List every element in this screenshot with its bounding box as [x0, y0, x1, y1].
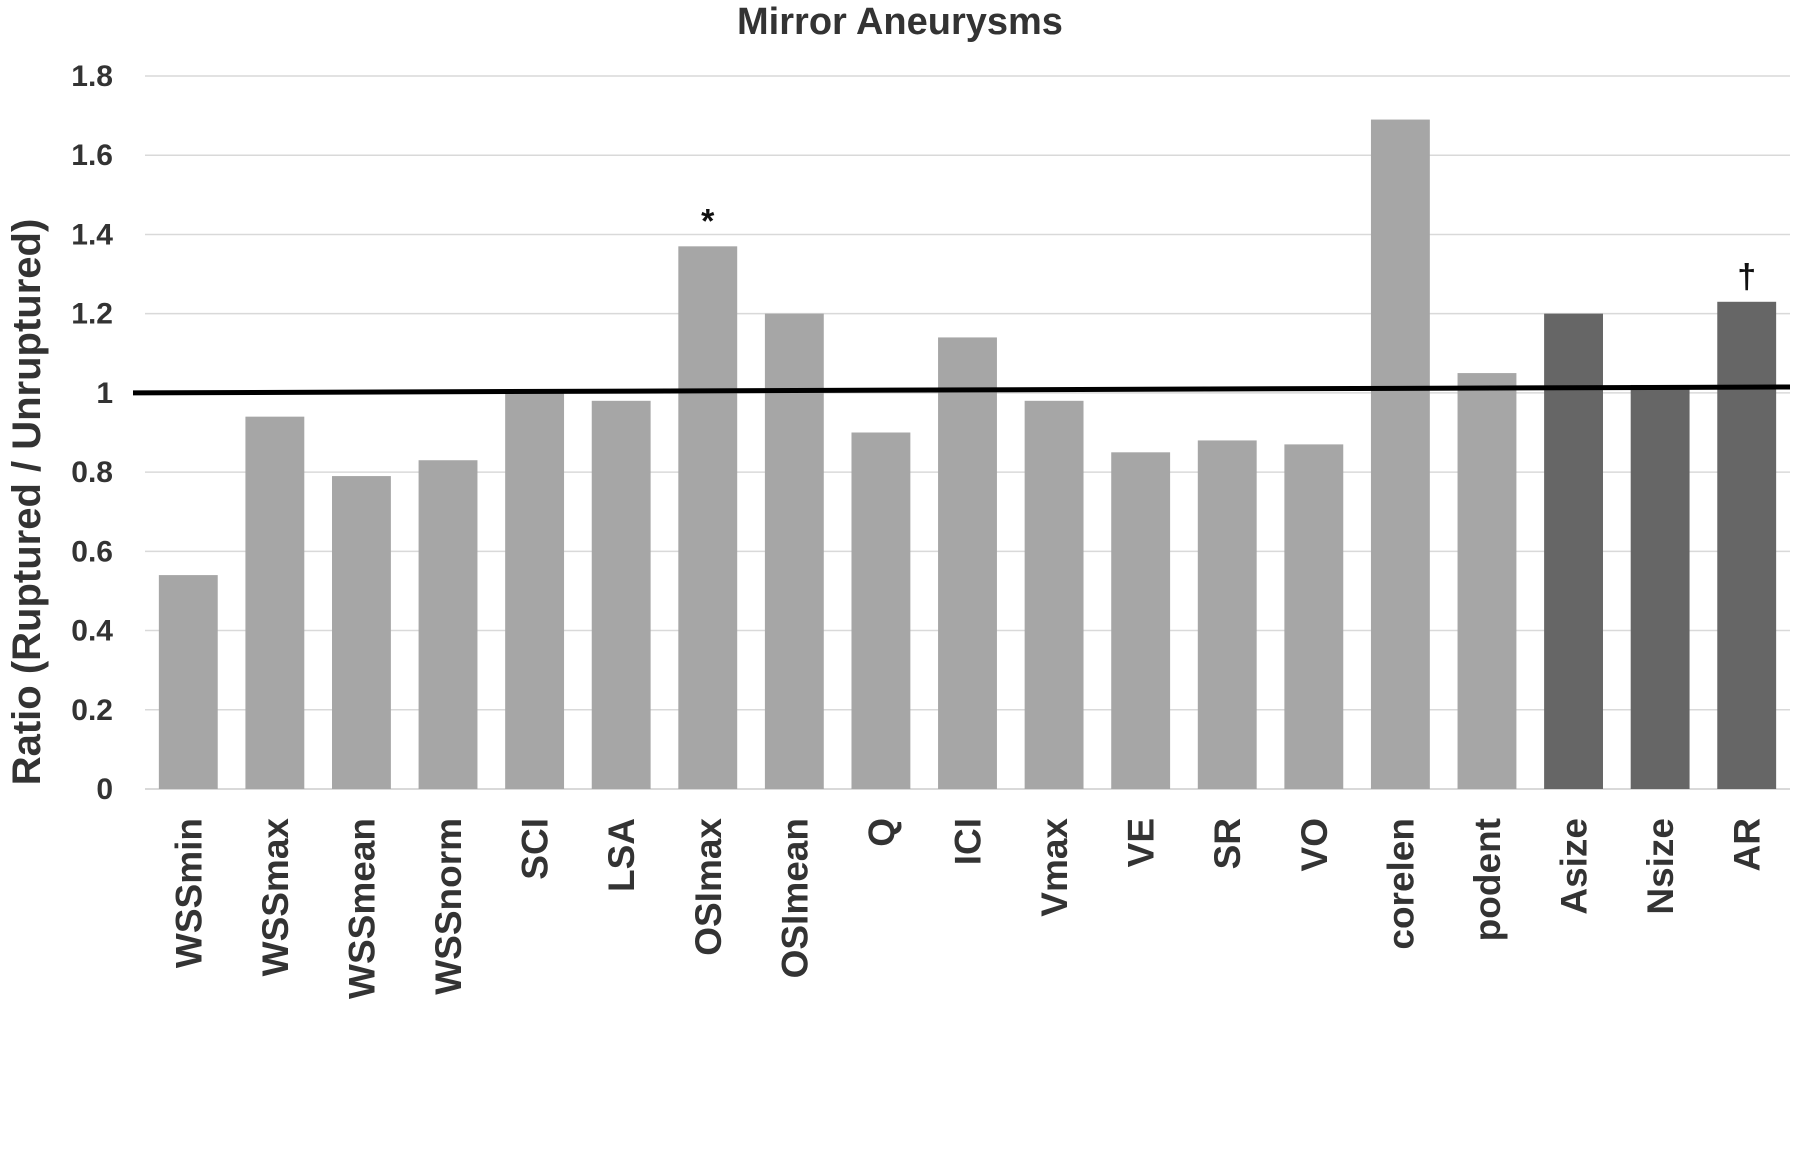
- x-category-label: WSSmax: [255, 818, 296, 977]
- annotation-ar: †: [1737, 258, 1756, 296]
- chart-title: Mirror Aneurysms: [737, 1, 1063, 43]
- y-axis-ticks: 0 0.2 0.4 0.6 0.8 1 1.2 1.4 1.6 1.8: [71, 60, 113, 806]
- bars: [158, 119, 1777, 790]
- x-category-label: WSSmean: [341, 818, 382, 999]
- y-tick-label: 0.6: [71, 535, 113, 568]
- x-category-label: WSSmin: [168, 818, 209, 968]
- y-tick-label: 0.2: [71, 694, 113, 727]
- y-tick-label: 0.8: [71, 456, 113, 489]
- x-category-label: Asize: [1554, 818, 1595, 915]
- bar-corelen: [1370, 119, 1430, 790]
- bar-ve: [1111, 452, 1171, 789]
- x-category-label: VE: [1121, 818, 1162, 867]
- y-tick-label: 1.8: [71, 60, 113, 93]
- bar-wssmean: [332, 476, 391, 789]
- x-category-label: Vmax: [1034, 818, 1075, 917]
- bar-wssnorm: [418, 460, 478, 789]
- bar-osimean: [764, 313, 824, 789]
- bar-sci: [505, 392, 565, 789]
- y-tick-label: 1: [96, 377, 113, 410]
- bar-vo: [1284, 444, 1344, 789]
- x-category-label: WSSnorm: [428, 818, 469, 995]
- y-tick-label: 1.6: [71, 139, 113, 172]
- annotation-osimax: *: [701, 202, 715, 240]
- bar-osimax: [678, 246, 738, 790]
- y-tick-label: 0.4: [71, 615, 113, 648]
- bar-wssmin: [158, 575, 218, 789]
- x-category-label: SCI: [515, 818, 556, 880]
- bar-wssmax: [245, 416, 305, 789]
- x-category-label: LSA: [601, 818, 642, 892]
- x-category-label: podent: [1467, 818, 1508, 941]
- y-axis-label: Ratio (Ruptured / Unruptured): [5, 219, 49, 786]
- bar-podent: [1457, 373, 1517, 789]
- bar-ar: [1717, 301, 1777, 789]
- x-category-label: VO: [1294, 818, 1335, 871]
- x-category-label: OSImax: [688, 818, 729, 956]
- y-tick-label: 1.4: [71, 218, 113, 251]
- x-category-label: SR: [1207, 818, 1248, 869]
- y-tick-label: 1.2: [71, 298, 113, 331]
- x-category-label: Q: [861, 818, 902, 847]
- x-category-label: corelen: [1380, 818, 1421, 950]
- x-category-label: Nsize: [1640, 818, 1681, 915]
- bar-sr: [1197, 440, 1257, 789]
- bar-nsize: [1630, 384, 1690, 789]
- annotations: *†: [701, 202, 1756, 295]
- x-category-label: AR: [1727, 818, 1768, 871]
- bar-vmax: [1024, 400, 1084, 789]
- bar-asize: [1544, 313, 1603, 789]
- bar-ici: [938, 337, 997, 789]
- bar-lsa: [591, 400, 651, 789]
- reference-line-ratio-1: [132, 384, 1791, 396]
- x-category-label: OSImean: [774, 818, 815, 978]
- y-tick-label: 0: [96, 773, 113, 806]
- x-category-label: ICI: [948, 818, 989, 865]
- bar-q: [851, 432, 911, 789]
- x-axis-categories: WSSmin WSSmax WSSmean WSSnorm SCI LSA OSImax OS…: [168, 818, 1767, 999]
